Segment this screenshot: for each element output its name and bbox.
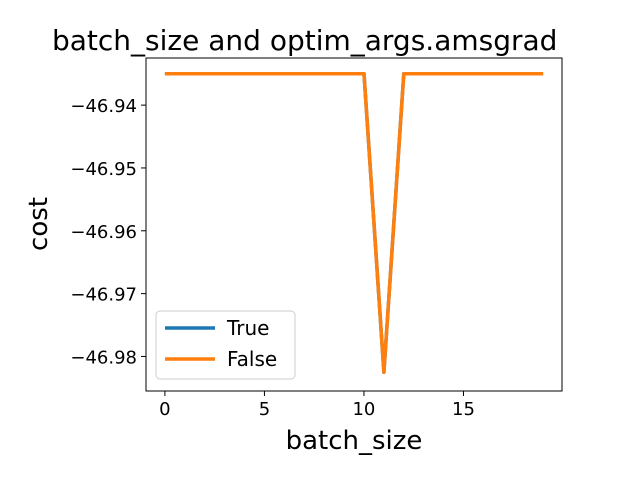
- series-lines: [164, 71, 544, 374]
- legend: True False: [155, 310, 296, 380]
- y-axis-ticks: −46.94 −46.95 −46.96 −46.97 −46.98: [70, 96, 146, 368]
- plot-frame: [145, 57, 563, 392]
- x-tick-label: 10: [352, 399, 375, 420]
- x-tick-label: 0: [159, 399, 170, 420]
- x-tick-label: 15: [452, 399, 475, 420]
- y-tick-label: −46.97: [70, 285, 137, 306]
- x-axis-label: batch_size: [286, 426, 423, 456]
- legend-label: False: [227, 347, 277, 371]
- y-tick-label: −46.95: [70, 159, 137, 180]
- chart-title: batch_size and optim_args.amsgrad: [52, 24, 557, 57]
- x-axis-ticks: 0 5 10 15: [159, 391, 475, 420]
- x-tick-label: 5: [259, 399, 270, 420]
- series-line-false: [164, 71, 544, 374]
- y-axis-label: cost: [24, 197, 54, 251]
- y-tick-label: −46.94: [70, 96, 137, 117]
- y-tick-label: −46.98: [70, 347, 137, 368]
- y-tick-label: −46.96: [70, 222, 137, 243]
- legend-label: True: [226, 316, 269, 340]
